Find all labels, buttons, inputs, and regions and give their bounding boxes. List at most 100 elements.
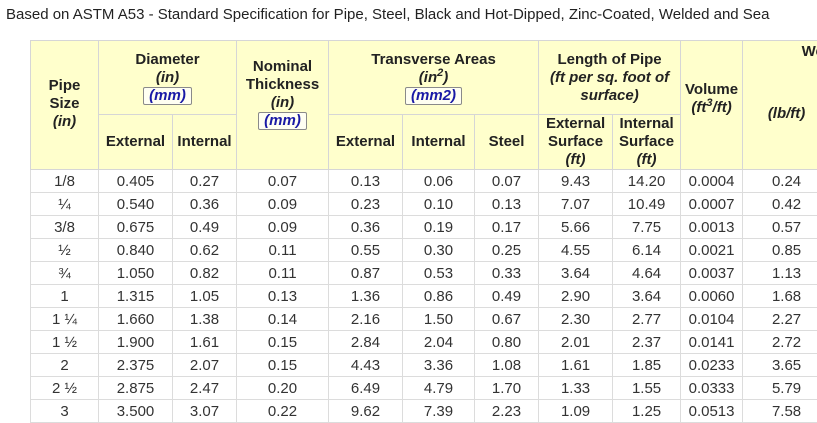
- cell-diameter-internal: 3.07: [173, 400, 237, 423]
- header-length-unit: (ft per sq. foot of surface): [541, 69, 678, 105]
- header-diameter-label: Diameter: [101, 51, 234, 69]
- cell-volume: 0.0007: [681, 193, 743, 216]
- pipe-dimensions-table: Pipe Size (in) Diameter (in) (mm) Nomina…: [30, 40, 817, 423]
- cell-diameter-internal: 1.38: [173, 308, 237, 331]
- cell-area-internal: 0.06: [403, 170, 475, 193]
- cell-weight: 1.13: [743, 262, 817, 285]
- cell-area-external: 9.62: [329, 400, 403, 423]
- cell-diameter-external: 3.500: [99, 400, 173, 423]
- cell-area-internal: 3.36: [403, 354, 475, 377]
- header-pipe-size-label: Pipe Size: [33, 77, 96, 113]
- cell-pipe-size: ¾: [31, 262, 99, 285]
- cell-pipe-size: 1/8: [31, 170, 99, 193]
- cell-external-surface: 4.55: [539, 239, 613, 262]
- header-pipe-size: Pipe Size (in): [31, 41, 99, 170]
- header-volume: Volume (ft3/ft): [681, 41, 743, 170]
- cell-diameter-internal: 0.27: [173, 170, 237, 193]
- cell-area-external: 0.23: [329, 193, 403, 216]
- cell-area-internal: 4.79: [403, 377, 475, 400]
- cell-area-external: 0.36: [329, 216, 403, 239]
- cell-volume: 0.0141: [681, 331, 743, 354]
- cell-area-steel: 1.70: [475, 377, 539, 400]
- cell-external-surface: 5.66: [539, 216, 613, 239]
- cell-nominal-thickness: 0.14: [237, 308, 329, 331]
- cell-diameter-internal: 0.62: [173, 239, 237, 262]
- cell-weight: 1.68: [743, 285, 817, 308]
- cell-area-steel: 0.67: [475, 308, 539, 331]
- cell-diameter-internal: 0.49: [173, 216, 237, 239]
- cell-weight: 7.58: [743, 400, 817, 423]
- cell-external-surface: 2.30: [539, 308, 613, 331]
- header-length-label: Length of Pipe: [541, 51, 678, 69]
- cell-diameter-external: 1.660: [99, 308, 173, 331]
- header-thickness-unit: (in): [239, 94, 326, 112]
- header-areas-internal: Internal: [403, 115, 475, 170]
- cell-weight: 2.27: [743, 308, 817, 331]
- cell-diameter-external: 0.840: [99, 239, 173, 262]
- cell-area-steel: 0.13: [475, 193, 539, 216]
- cell-area-external: 0.55: [329, 239, 403, 262]
- header-diameter-unit: (in): [101, 69, 234, 87]
- cell-weight: 2.72: [743, 331, 817, 354]
- cell-area-steel: 0.25: [475, 239, 539, 262]
- cell-pipe-size: 3: [31, 400, 99, 423]
- diameter-mm-toggle[interactable]: (mm): [143, 87, 192, 105]
- thickness-mm-toggle[interactable]: (mm): [258, 112, 307, 130]
- cell-external-surface: 1.33: [539, 377, 613, 400]
- cell-diameter-external: 0.675: [99, 216, 173, 239]
- cell-nominal-thickness: 0.09: [237, 216, 329, 239]
- cell-external-surface: 2.90: [539, 285, 613, 308]
- cell-area-external: 1.36: [329, 285, 403, 308]
- cell-internal-surface: 3.64: [613, 285, 681, 308]
- cell-external-surface: 2.01: [539, 331, 613, 354]
- cell-weight: 0.85: [743, 239, 817, 262]
- header-areas-steel: Steel: [475, 115, 539, 170]
- cell-diameter-external: 1.315: [99, 285, 173, 308]
- cell-internal-surface: 1.85: [613, 354, 681, 377]
- cell-volume: 0.0037: [681, 262, 743, 285]
- cell-area-steel: 0.49: [475, 285, 539, 308]
- header-weight-unit: (lb/ft): [745, 105, 817, 123]
- cell-area-external: 0.87: [329, 262, 403, 285]
- cell-diameter-external: 2.875: [99, 377, 173, 400]
- areas-mm-toggle[interactable]: (mm2): [405, 87, 462, 105]
- cell-diameter-external: 1.900: [99, 331, 173, 354]
- cell-internal-surface: 2.37: [613, 331, 681, 354]
- cell-area-external: 6.49: [329, 377, 403, 400]
- header-thickness-label: Nominal Thickness: [239, 58, 326, 94]
- cell-area-internal: 0.86: [403, 285, 475, 308]
- cell-diameter-internal: 0.82: [173, 262, 237, 285]
- cell-diameter-external: 0.540: [99, 193, 173, 216]
- cell-area-steel: 0.33: [475, 262, 539, 285]
- cell-external-surface: 9.43: [539, 170, 613, 193]
- cell-area-internal: 1.50: [403, 308, 475, 331]
- cell-weight: 0.24: [743, 170, 817, 193]
- cell-pipe-size: ¼: [31, 193, 99, 216]
- cell-area-external: 4.43: [329, 354, 403, 377]
- cell-external-surface: 7.07: [539, 193, 613, 216]
- header-weight: Wei (lb/ft): [743, 41, 817, 170]
- cell-volume: 0.0004: [681, 170, 743, 193]
- cell-weight: 0.42: [743, 193, 817, 216]
- cell-internal-surface: 2.77: [613, 308, 681, 331]
- cell-pipe-size: 1 ½: [31, 331, 99, 354]
- cell-internal-surface: 7.75: [613, 216, 681, 239]
- header-external-surface: External Surface (ft): [539, 115, 613, 170]
- cell-internal-surface: 6.14: [613, 239, 681, 262]
- cell-internal-surface: 10.49: [613, 193, 681, 216]
- cell-area-steel: 0.17: [475, 216, 539, 239]
- cell-volume: 0.0021: [681, 239, 743, 262]
- cell-area-internal: 7.39: [403, 400, 475, 423]
- cell-area-internal: 0.30: [403, 239, 475, 262]
- header-transverse-areas: Transverse Areas (in2) (mm2): [329, 41, 539, 115]
- cell-diameter-external: 0.405: [99, 170, 173, 193]
